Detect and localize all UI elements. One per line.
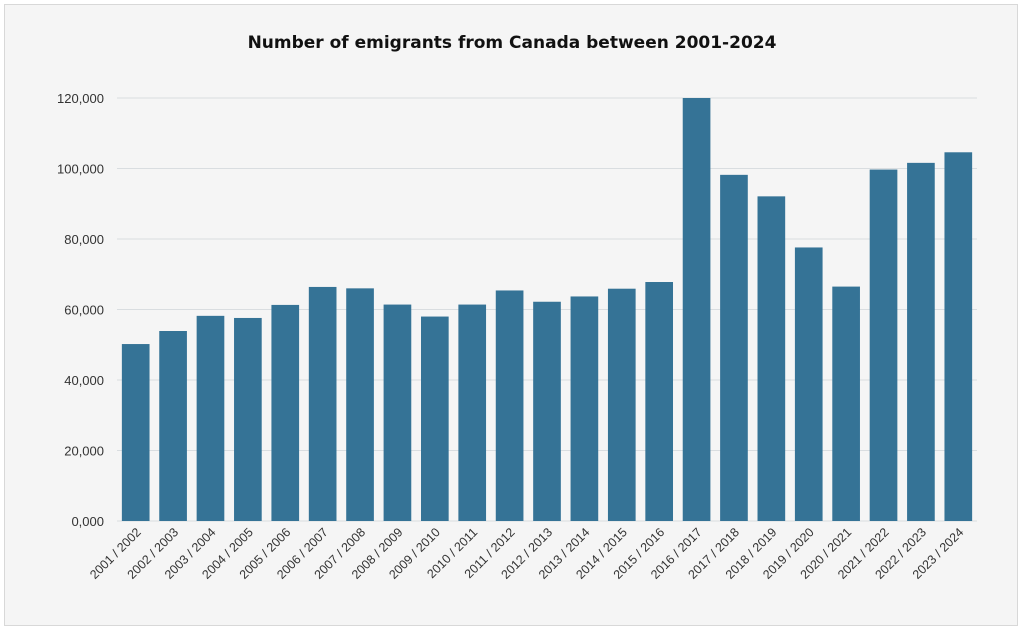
y-tick-label: 20,000: [64, 444, 104, 459]
bar: [607, 288, 636, 521]
bar: [234, 317, 262, 521]
bar: [645, 282, 674, 521]
bar: [308, 286, 337, 521]
bar: [533, 301, 561, 521]
y-tick-label: 0,000: [71, 514, 104, 529]
bar: [121, 344, 150, 521]
bar: [196, 315, 225, 521]
bar: [757, 196, 786, 521]
y-tick-label: 40,000: [64, 373, 104, 388]
bar: [907, 162, 935, 522]
y-tick-label: 80,000: [64, 232, 104, 247]
bar: [346, 288, 374, 521]
y-tick-label: 100,000: [57, 162, 104, 177]
y-tick-label: 60,000: [64, 303, 104, 318]
chart-title: Number of emigrants from Canada between …: [248, 33, 777, 53]
bar: [271, 304, 300, 521]
bar: [420, 316, 449, 521]
bar: [495, 290, 524, 521]
bar: [832, 286, 860, 521]
bar: [383, 304, 412, 521]
bar: [869, 169, 898, 521]
bar: [159, 331, 187, 521]
bar: [682, 98, 711, 521]
bar: [458, 304, 487, 521]
bar: [720, 174, 748, 521]
bar: [570, 296, 599, 521]
y-tick-label: 120,000: [57, 91, 104, 106]
bar: [794, 247, 823, 521]
bar: [944, 152, 973, 521]
